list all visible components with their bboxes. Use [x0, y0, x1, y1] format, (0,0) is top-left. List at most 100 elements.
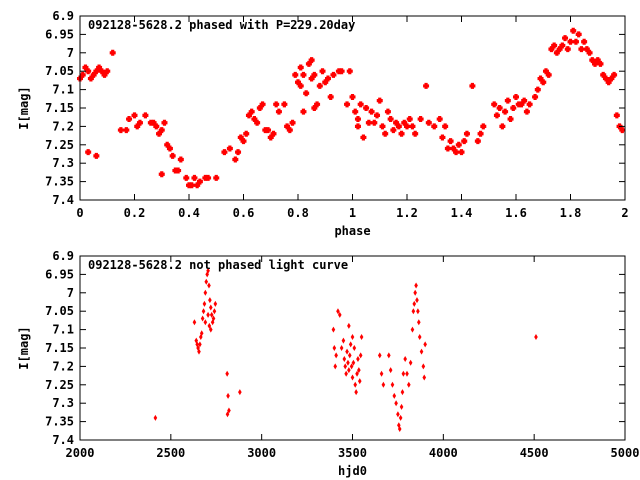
data-point — [281, 101, 288, 108]
data-point — [496, 105, 503, 111]
data-point — [243, 130, 250, 137]
data-point — [101, 71, 108, 78]
data-point — [324, 75, 331, 82]
phased-y-axis-label: I[mag] — [17, 86, 31, 129]
data-point — [109, 49, 116, 56]
data-point — [360, 134, 367, 141]
y-tick-label: 7.15 — [45, 101, 74, 115]
data-point — [198, 341, 202, 348]
data-point — [461, 138, 468, 145]
data-point — [197, 348, 201, 355]
data-point — [411, 308, 416, 315]
data-point — [421, 363, 426, 370]
data-point — [259, 101, 266, 108]
data-point — [442, 123, 449, 130]
data-point — [559, 42, 566, 49]
phased-light-curve-panel: 0 0.2 0.4 0.6 0.8 1 1.2 1.4 1.6 1.8 2 6.9 6.95 7 7.05 7… — [17, 9, 629, 238]
data-point — [142, 112, 149, 119]
data-point — [354, 116, 361, 123]
data-point — [207, 322, 212, 329]
data-point — [212, 308, 217, 315]
data-point — [439, 134, 446, 141]
data-point — [196, 345, 200, 351]
data-point — [436, 116, 443, 123]
data-point — [357, 367, 361, 374]
data-point — [349, 363, 354, 370]
data-point — [405, 370, 409, 377]
x-tick-label: 3000 — [247, 446, 276, 460]
data-point — [297, 82, 304, 89]
data-point — [398, 414, 403, 421]
data-point — [292, 71, 299, 78]
data-point — [153, 123, 160, 130]
data-point — [400, 389, 405, 396]
data-point — [87, 75, 94, 82]
data-point — [586, 49, 593, 56]
data-point — [365, 119, 372, 126]
data-point — [203, 319, 208, 326]
phased-data-points — [77, 27, 626, 189]
y-tick-label: 7 — [67, 286, 74, 300]
data-point — [423, 341, 427, 348]
data-point — [469, 82, 476, 89]
data-point — [358, 352, 363, 359]
y-tick-label: 7.4 — [52, 193, 74, 207]
data-point — [408, 359, 413, 366]
data-point — [513, 93, 519, 100]
data-point — [344, 370, 348, 377]
data-point — [504, 97, 511, 104]
data-point — [556, 46, 563, 53]
data-point — [346, 68, 353, 75]
data-point — [156, 130, 163, 137]
data-point — [417, 333, 422, 340]
data-point — [357, 378, 362, 385]
unphased-chart-title: 092128-5628.2 not phased light curve — [88, 258, 348, 272]
unphased-plot-frame — [79, 255, 626, 441]
data-point — [354, 389, 358, 396]
data-point — [390, 127, 397, 134]
data-point — [300, 108, 307, 115]
data-point — [455, 141, 462, 148]
data-point — [79, 71, 86, 78]
y-tick-label: 7.2 — [52, 359, 74, 373]
x-tick-label: 2000 — [66, 446, 95, 460]
data-point — [238, 389, 242, 396]
data-point — [126, 116, 133, 123]
phased-axis-ticks: 0 0.2 0.4 0.6 0.8 1 1.2 1.4 1.6 1.8 2 6.9 6.95 7 7.05 7… — [45, 9, 629, 220]
y-tick-label: 7.25 — [45, 138, 74, 152]
data-point — [235, 149, 242, 156]
data-point — [357, 101, 364, 108]
data-point — [169, 152, 176, 159]
data-point — [444, 145, 451, 152]
data-point — [166, 145, 173, 152]
data-point — [201, 308, 206, 315]
y-tick-label: 7 — [67, 46, 74, 60]
data-point — [305, 60, 312, 67]
data-point — [562, 35, 569, 42]
x-tick-label: 4000 — [429, 446, 458, 460]
data-point — [90, 71, 97, 78]
data-point — [352, 345, 357, 351]
data-point — [502, 108, 509, 115]
data-point — [158, 171, 165, 178]
data-point — [322, 79, 329, 86]
data-point — [425, 119, 432, 126]
data-point — [477, 130, 484, 137]
data-point — [123, 127, 130, 134]
data-point — [410, 326, 415, 333]
data-point — [348, 341, 353, 348]
data-point — [347, 352, 352, 359]
data-point — [213, 300, 218, 307]
data-point — [333, 363, 338, 370]
data-point — [399, 403, 404, 410]
data-point — [199, 333, 203, 340]
y-tick-label: 6.95 — [45, 27, 74, 41]
data-point — [379, 370, 384, 377]
data-point — [134, 123, 141, 130]
data-point — [374, 112, 381, 119]
data-point — [327, 93, 334, 100]
data-point — [311, 71, 318, 78]
data-point — [85, 68, 92, 75]
data-point — [463, 130, 470, 137]
unphased-y-axis-label: I[mag] — [17, 326, 31, 369]
